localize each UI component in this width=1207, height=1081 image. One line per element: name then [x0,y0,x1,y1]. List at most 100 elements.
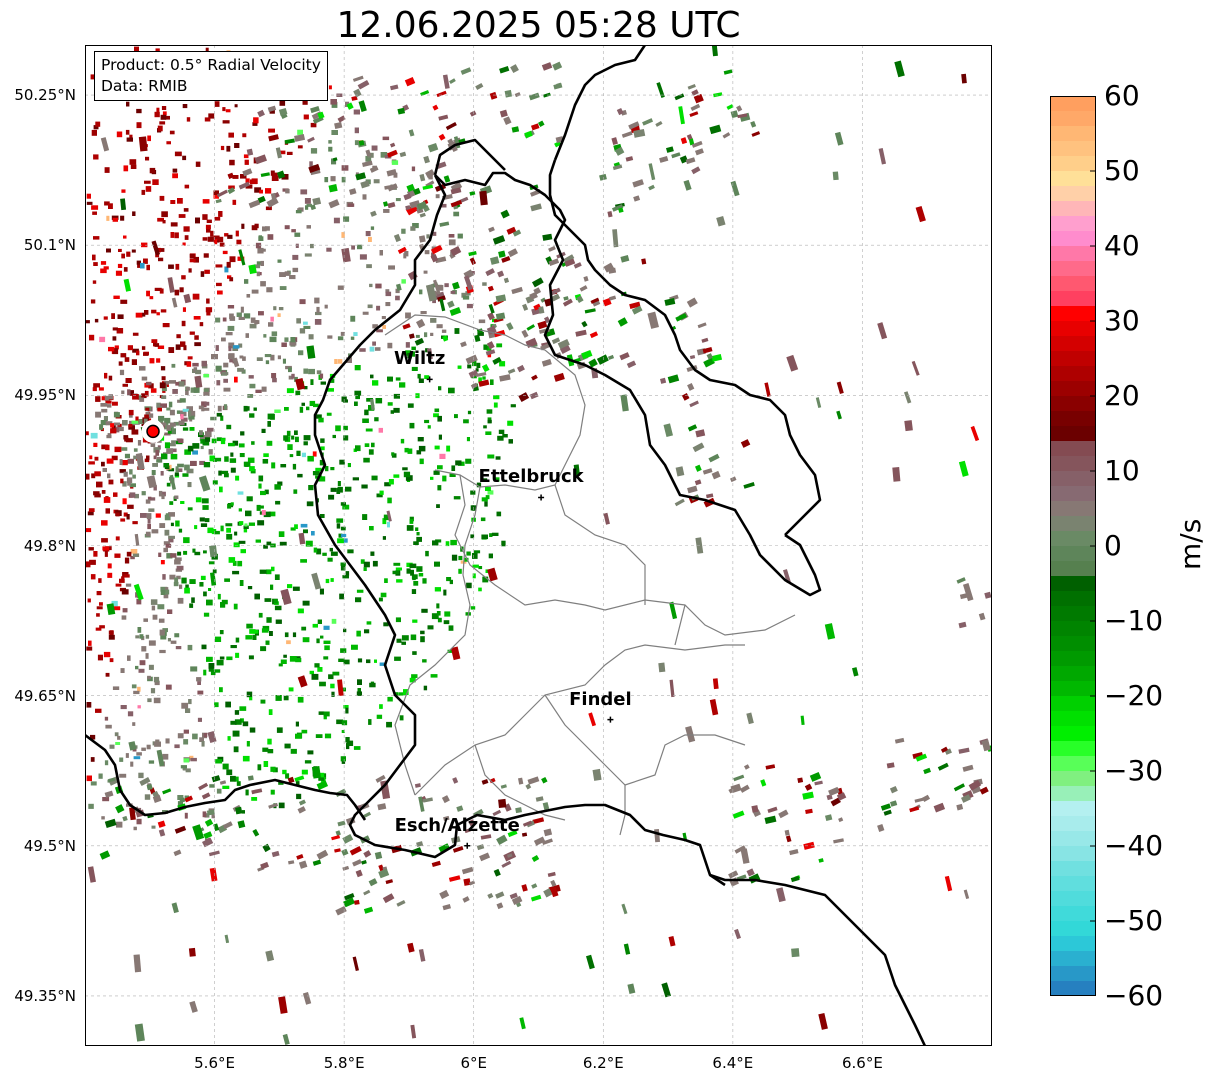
colorbar-segment [1050,276,1096,292]
colorbar-segment [1050,171,1096,187]
colorbar-segment [1050,321,1096,337]
border-lux-west [313,174,726,887]
district-border [554,484,646,605]
colorbar-unit-label: m/s [1174,518,1207,570]
colorbar-segment [1050,471,1096,487]
colorbar-segment [1050,411,1096,427]
colorbar-segment [1050,681,1096,697]
district-border [384,314,586,491]
lon-tick-label: 6.2°E [582,1054,624,1072]
national-borders [85,45,927,1046]
colorbar-segment [1050,636,1096,652]
colorbar-segment [1050,291,1096,307]
border-france-belgium [85,733,367,821]
map-panel[interactable] [85,45,992,1046]
border-germany-france [709,873,927,1046]
colorbar-segment [1050,486,1096,502]
colorbar-tick-label: 50 [1104,154,1140,187]
district-border [454,474,796,636]
colorbar-tick-label: −40 [1104,829,1164,862]
colorbar-segment [1050,981,1096,996]
colorbar-tick-label: −60 [1104,979,1164,1012]
lon-tick-label: 6.4°E [712,1054,754,1072]
colorbar-segment [1050,561,1096,577]
radar-site-icon [146,424,160,439]
district-border [624,734,746,786]
colorbar-segment [1050,921,1096,937]
colorbar-segment [1050,936,1096,952]
colorbar-segment [1050,906,1096,922]
colorbar-segment [1050,126,1096,142]
colorbar-segment [1050,576,1096,592]
city-label: Ettelbruck [478,466,584,488]
lat-tick-label: 50.25°N [14,86,76,105]
colorbar-segment [1050,816,1096,832]
colorbar-segment [1050,606,1096,622]
city-marker-icon [464,842,471,849]
city-marker-icon [607,716,614,723]
colorbar-segment [1050,516,1096,532]
colorbar-segment [1050,846,1096,862]
lat-tick-label: 49.35°N [14,986,76,1005]
product-label: Product: 0.5° Radial Velocity [101,56,321,74]
colorbar-segment [1050,531,1096,547]
colorbar-tick-label: −50 [1104,904,1164,937]
map-frame [85,45,992,1046]
colorbar-segment [1050,456,1096,472]
city-label: Esch/Alzette [394,814,520,836]
district-borders [384,314,796,836]
colorbar-segment [1050,546,1096,562]
map-title: 12.06.2025 05:28 UTC [336,5,741,46]
colorbar-segment [1050,246,1096,262]
colorbar-segment [1050,666,1096,682]
colorbar-segment [1050,336,1096,352]
colorbar-segment [1050,111,1096,127]
colorbar-segment [1050,96,1096,112]
colorbar-segment [1050,801,1096,817]
colorbar-segment [1050,381,1096,397]
colorbar-segment [1050,786,1096,802]
colorbar-tick-label: 40 [1104,229,1140,262]
border-north-west [433,138,506,176]
lon-tick-label: 6°E [460,1054,487,1072]
colorbar-segment [1050,741,1096,757]
colorbar-segment [1050,876,1096,892]
colorbar-tick-label: −20 [1104,679,1164,712]
district-border [544,694,626,836]
colorbar-tick-label: 30 [1104,304,1140,337]
city-label: Findel [569,688,632,710]
lon-tick-label: 6.6°E [842,1054,883,1072]
colorbar-segment [1050,216,1096,232]
city-markers [426,376,614,849]
colorbar-segment [1050,366,1096,382]
colorbar-segment [1050,711,1096,727]
district-border [474,744,566,821]
velocity-colorbar [1050,96,1096,996]
data-source-label: Data: RMIB [101,77,188,95]
border-lux-east [548,159,822,536]
colorbar-segment [1050,141,1096,157]
colorbar-segment [1050,621,1096,637]
colorbar-segment [1050,231,1096,247]
colorbar-segment [1050,756,1096,772]
colorbar-segment [1050,891,1096,907]
colorbar-segment [1050,591,1096,607]
colorbar-segment [1050,771,1096,787]
lat-tick-label: 49.5°N [23,836,76,855]
colorbar-segment [1050,426,1096,442]
colorbar-segment [1050,201,1096,217]
colorbar-segment [1050,651,1096,667]
colorbar-segment [1050,306,1096,322]
lat-tick-label: 49.95°N [14,386,76,405]
colorbar-segment [1050,951,1096,967]
colorbar-segment [1050,966,1096,982]
radar-map[interactable] [85,45,992,1046]
lat-tick-label: 50.1°N [23,236,76,255]
border-belgium-luxembourg [434,171,822,597]
colorbar-segment [1050,501,1096,517]
colorbar-tick-label: 60 [1104,79,1140,112]
district-border [394,486,481,796]
colorbar-segment [1050,351,1096,367]
colorbar-segment [1050,441,1096,457]
colorbar-tick-label: 10 [1104,454,1140,487]
